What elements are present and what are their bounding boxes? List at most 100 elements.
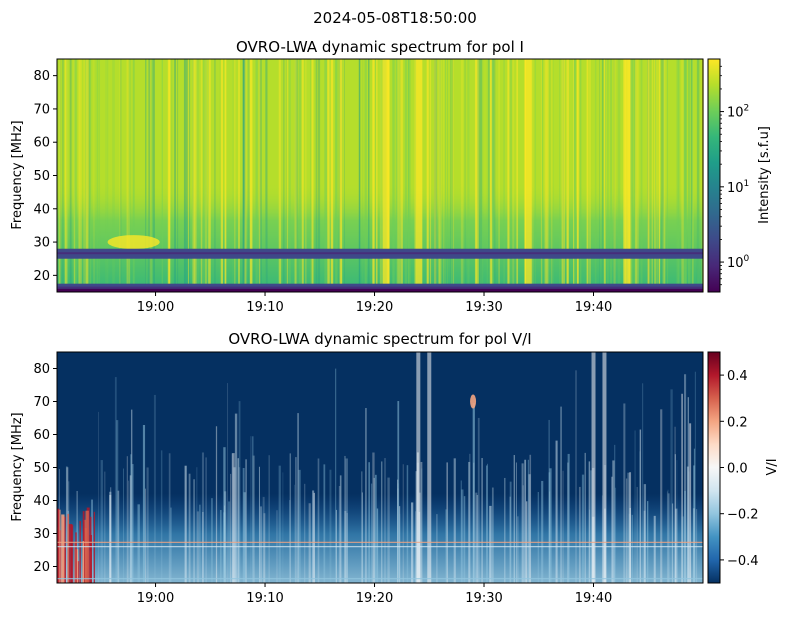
bottom-streak [688, 471, 690, 583]
bottom-streak [268, 455, 270, 583]
bottom-positive-streak [67, 513, 70, 583]
top-streak [507, 59, 510, 292]
top-streak [602, 59, 604, 292]
bottom-streak [146, 467, 149, 583]
top-streak [438, 59, 441, 292]
top-streak [335, 59, 338, 292]
top-streak [329, 59, 331, 292]
bottom-streak [104, 471, 106, 583]
top-streak [311, 59, 314, 292]
bottom-streak [397, 401, 400, 583]
bottom-streak [110, 487, 112, 583]
top-streak [224, 59, 227, 292]
top-streak [244, 59, 247, 292]
bottom-streak [468, 461, 471, 583]
top-streak [429, 59, 432, 292]
top-streak [397, 59, 399, 292]
top-streak [368, 59, 370, 292]
bottom-streak [575, 370, 577, 583]
bottom-streak [373, 477, 375, 583]
top-streak [509, 59, 513, 292]
top-streak [59, 59, 61, 292]
bottom-ytick-label: 40 [33, 494, 50, 509]
bottom-streak [562, 470, 564, 583]
bottom-streak [601, 495, 603, 583]
bottom-streak [201, 452, 205, 583]
bottom-streak [252, 455, 255, 583]
top-streak [184, 59, 187, 292]
bottom-streak [548, 419, 550, 583]
top-streak [566, 59, 569, 292]
top-streak [655, 59, 656, 292]
top-streak [145, 59, 147, 292]
top-streak [358, 59, 361, 292]
bottom-streak [642, 383, 644, 583]
bottom-streak [629, 472, 632, 583]
bottom-streak [549, 468, 552, 583]
bottom-streak [406, 465, 409, 583]
top-streak [243, 59, 246, 292]
top-streak [588, 59, 592, 292]
bottom-burst [427, 352, 432, 583]
top-streak [395, 59, 398, 292]
top-streak [258, 59, 261, 292]
top-streak [544, 59, 547, 292]
bottom-streak [653, 515, 656, 583]
top-streak [372, 59, 374, 292]
bottom-streak [477, 417, 480, 583]
bottom-streak [250, 436, 252, 583]
top-streak [169, 59, 170, 292]
top-streak [69, 59, 72, 292]
bottom-streak [344, 455, 346, 583]
bottom-streak [694, 371, 696, 583]
bottom-streak [100, 460, 103, 583]
top-streak [204, 59, 208, 292]
bottom-streak [361, 471, 363, 583]
top-streak [238, 59, 240, 292]
figure-suptitle: 2024-05-08T18:50:00 [313, 9, 477, 27]
top-burst [415, 59, 423, 292]
bottom-streak [227, 383, 229, 583]
top-xtick-label: 19:00 [137, 300, 174, 315]
top-cbar-tick-label: 101 [727, 179, 749, 196]
bottom-streak [242, 467, 245, 583]
bottom-streak [667, 493, 670, 583]
top-ytick-label: 20 [33, 269, 50, 284]
top-cbar-tick-label: 100 [727, 254, 750, 271]
bottom-streak [460, 480, 462, 583]
top-streak [89, 59, 92, 292]
bottom-streak [631, 514, 633, 583]
bottom-positive-streak [57, 508, 60, 583]
top-streak [439, 59, 441, 292]
top-streak [359, 59, 361, 292]
bottom-streak [415, 471, 418, 583]
bottom-streak [278, 465, 281, 583]
bottom-streak [513, 455, 515, 583]
bottom-streak [469, 453, 471, 583]
bottom-streak [660, 409, 663, 583]
top-streak [380, 59, 383, 292]
top-streak [562, 59, 565, 292]
bottom-streak [504, 477, 506, 583]
bottom-streak [160, 450, 163, 583]
bottom-streak [117, 490, 120, 583]
bottom-streak [481, 458, 483, 583]
top-streak [566, 59, 569, 292]
bottom-streak [188, 473, 191, 583]
top-streak [658, 59, 661, 292]
top-streak [573, 59, 575, 292]
top-x-axis: 19:00 19:10 19:20 19:30 19:40 [137, 292, 612, 315]
bottom-streak [686, 466, 689, 583]
top-streak [678, 59, 680, 292]
bottom-streak [612, 460, 615, 583]
bottom-streak [365, 408, 367, 583]
top-streak [214, 59, 216, 292]
bottom-streak [509, 481, 512, 583]
top-streak [66, 59, 68, 292]
bottom-streak [294, 484, 295, 583]
top-streak [489, 59, 493, 292]
bottom-streak [667, 489, 669, 583]
bottom-cbar-tick-label: 0.4 [727, 369, 748, 384]
bottom-streak [517, 516, 519, 583]
bottom-colorbar: 0.4 0.2 0.0 −0.2 −0.4 [707, 351, 759, 584]
